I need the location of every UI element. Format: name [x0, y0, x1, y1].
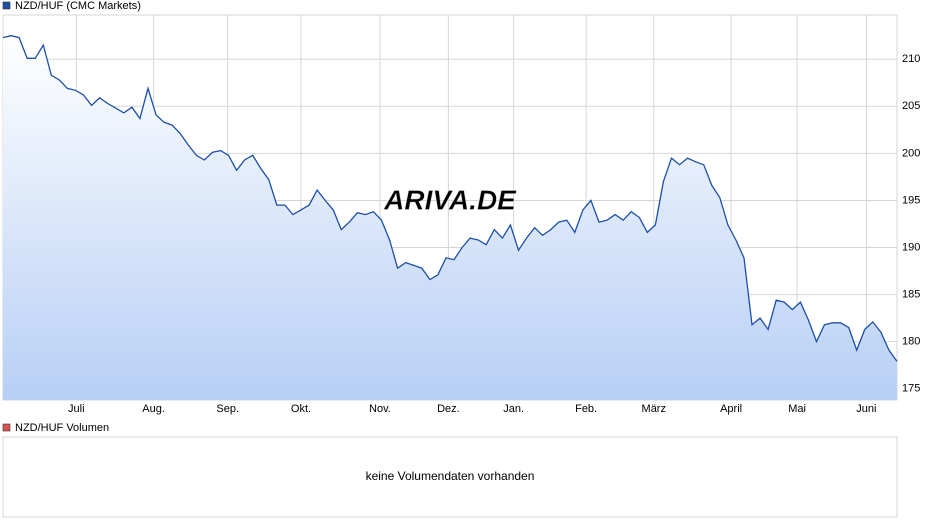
- y-tick-label: 180: [902, 336, 920, 348]
- watermark: ARIVA.DE: [383, 184, 517, 215]
- empty-message: keine Volumendaten vorhanden: [366, 469, 535, 483]
- y-tick-label: 185: [902, 288, 920, 300]
- x-tick-label: Feb.: [575, 403, 597, 415]
- plot-area: [2, 436, 898, 518]
- x-tick-label: April: [720, 403, 742, 415]
- area-fill: [3, 35, 897, 400]
- legend-label: NZD/HUF Volumen: [15, 422, 109, 434]
- y-tick-label: 205: [902, 100, 920, 112]
- y-tick-label: 190: [902, 241, 920, 253]
- legend-label: NZD/HUF (CMC Markets): [15, 0, 141, 12]
- x-tick-label: Dez.: [437, 403, 460, 415]
- x-tick-label: Juli: [68, 403, 85, 415]
- y-tick-label: 200: [902, 147, 920, 159]
- x-tick-label: Aug.: [142, 403, 165, 415]
- x-tick-label: März: [642, 403, 666, 415]
- y-tick-label: 175: [902, 383, 920, 395]
- x-tick-label: Jan.: [503, 403, 524, 415]
- x-tick-label: Mai: [788, 403, 806, 415]
- x-tick-label: Okt.: [291, 403, 311, 415]
- x-tick-label: Nov.: [369, 403, 391, 415]
- y-tick-label: 195: [902, 194, 920, 206]
- y-tick-label: 210: [902, 53, 920, 65]
- legend-swatch: [2, 1, 11, 10]
- x-tick-label: Sep.: [216, 403, 239, 415]
- price-line: [2, 35, 898, 362]
- x-tick-label: Juni: [856, 403, 876, 415]
- legend-swatch: [2, 423, 11, 432]
